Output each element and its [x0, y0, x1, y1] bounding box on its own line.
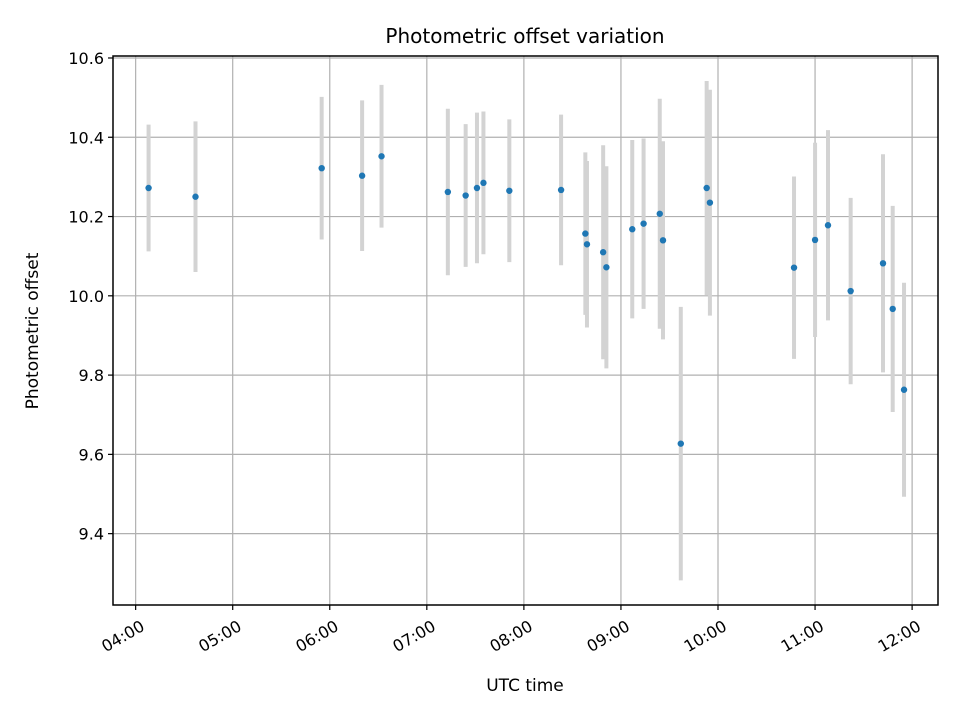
- data-point: [599, 249, 607, 256]
- y-tick-label: 10.6: [68, 49, 104, 68]
- plot-frame: [112, 55, 939, 606]
- data-point: [629, 226, 636, 233]
- data-point: [847, 287, 854, 295]
- y-axis-label: Photometric offset: [23, 252, 43, 409]
- data-point: [656, 210, 663, 217]
- data-point: [462, 192, 469, 199]
- data-point: [145, 184, 152, 192]
- data-point: [378, 153, 385, 160]
- y-tick-label: 10.4: [68, 128, 104, 147]
- data-point: [192, 193, 199, 200]
- y-tick-label: 9.8: [79, 366, 104, 385]
- data-point: [879, 260, 887, 267]
- data-point: [790, 264, 798, 271]
- data-point: [480, 179, 487, 187]
- data-point: [659, 237, 667, 244]
- data-point: [557, 186, 565, 194]
- data-point-layer: [145, 153, 908, 447]
- data-point: [703, 184, 710, 192]
- data-point: [824, 222, 832, 229]
- y-tick-label: 9.4: [79, 525, 104, 544]
- y-tick-label: 10.0: [68, 287, 104, 306]
- chart-title: Photometric offset variation: [385, 24, 664, 48]
- data-point: [640, 220, 647, 227]
- y-tick-label: 10.2: [68, 208, 104, 227]
- data-point: [889, 305, 896, 313]
- y-tick-label: 9.6: [79, 445, 104, 464]
- data-point: [583, 241, 591, 248]
- grid-layer: [113, 56, 938, 605]
- data-point: [677, 440, 684, 447]
- data-point: [706, 199, 714, 206]
- data-point: [603, 264, 610, 271]
- data-point: [444, 188, 452, 196]
- x-axis-label: UTC time: [486, 676, 564, 696]
- data-point: [318, 164, 325, 172]
- data-point: [582, 230, 589, 237]
- data-point: [900, 386, 908, 393]
- data-point: [358, 172, 366, 179]
- data-point: [473, 184, 481, 192]
- data-point: [506, 187, 513, 194]
- data-point: [811, 236, 819, 244]
